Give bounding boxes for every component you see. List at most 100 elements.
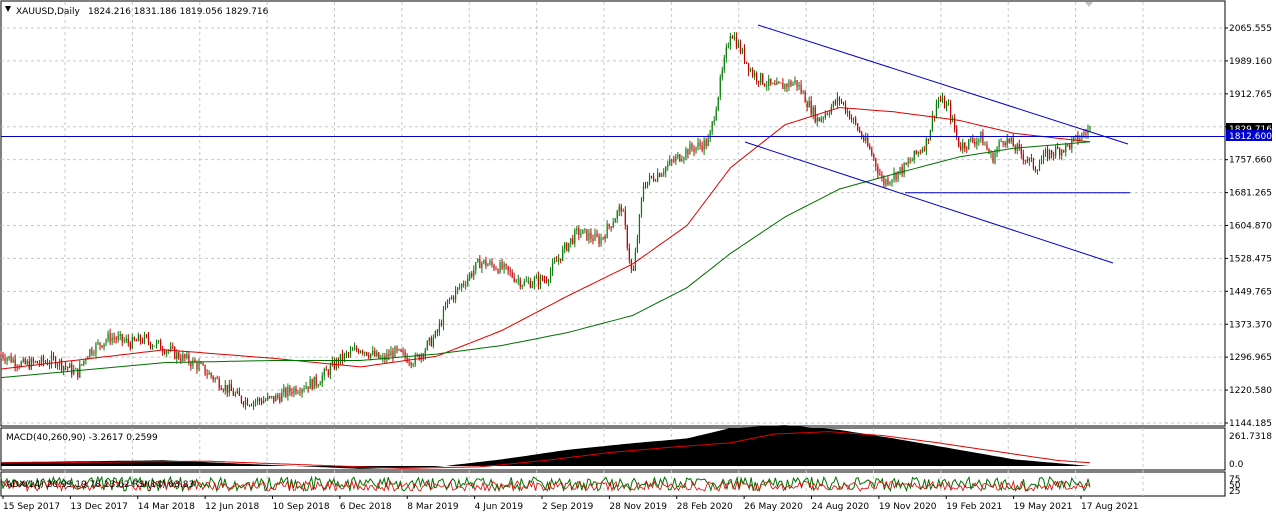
- candle-body: [370, 353, 372, 358]
- x-tick-label: 12 Jun 2018: [205, 502, 259, 512]
- candle-body: [210, 372, 212, 377]
- candle-body: [529, 280, 531, 288]
- candle-body: [378, 352, 380, 359]
- candle-body: [430, 337, 432, 347]
- candle-body: [319, 383, 321, 386]
- candle-body: [127, 338, 129, 344]
- candle-body: [358, 350, 360, 353]
- candle-body: [73, 369, 75, 375]
- candle-body: [497, 269, 499, 273]
- candle-body: [901, 167, 903, 175]
- candle-body: [612, 222, 614, 228]
- candle-body: [954, 117, 956, 130]
- candle-body: [222, 389, 224, 391]
- candle-body: [984, 144, 986, 146]
- candle-body: [796, 80, 798, 87]
- candle-body: [327, 370, 329, 376]
- candle-body: [588, 232, 590, 241]
- x-tick-label: 6 Dec 2018: [340, 502, 392, 512]
- y-tick-label: 1989.160: [1229, 57, 1272, 67]
- candle-body: [903, 163, 905, 175]
- candle-body: [50, 355, 53, 365]
- candle-body: [432, 337, 434, 347]
- candle-body: [244, 399, 247, 405]
- candle-body: [265, 399, 267, 401]
- candle-body: [406, 356, 408, 363]
- candle-body: [214, 378, 216, 380]
- candle-body: [671, 160, 673, 161]
- ma-fast-line[interactable]: [0, 106, 1091, 370]
- candle-body: [390, 351, 392, 357]
- shift-marker-icon[interactable]: [1085, 2, 1093, 7]
- candle-body: [580, 233, 582, 236]
- candle-body: [396, 346, 398, 351]
- candle-body: [271, 396, 273, 397]
- candle-body: [137, 335, 139, 342]
- candle-body: [717, 97, 719, 110]
- candle-body: [539, 276, 542, 286]
- candle-body: [408, 362, 410, 364]
- moving-averages: [0, 106, 1091, 379]
- lower-trendline[interactable]: [744, 141, 1114, 264]
- y-tick-label: 1449.765: [1229, 287, 1272, 297]
- candle-body: [1032, 158, 1035, 169]
- candle-body: [113, 337, 115, 339]
- upper-trendline[interactable]: [757, 24, 1129, 145]
- candles: [0, 32, 1091, 411]
- candle-body: [28, 360, 30, 369]
- candle-body: [1036, 170, 1039, 172]
- candle-body: [1000, 141, 1002, 143]
- candle-body: [745, 61, 748, 64]
- candle-body: [634, 251, 637, 271]
- candle-body: [14, 359, 16, 367]
- macd-bars: [1, 425, 1090, 469]
- candle-body: [402, 351, 404, 353]
- candle-body: [636, 238, 639, 252]
- candle-body: [836, 97, 839, 104]
- ma-slow-line[interactable]: [0, 141, 1091, 379]
- candle-body: [867, 137, 869, 146]
- candle-body: [285, 388, 287, 397]
- candle-body: [604, 237, 606, 239]
- candle-body: [364, 352, 366, 353]
- candle-body: [1020, 147, 1022, 155]
- candle-body: [194, 359, 196, 363]
- candle-body: [1046, 149, 1049, 159]
- candle-body: [38, 363, 40, 365]
- candle-body: [277, 395, 279, 397]
- candle-body: [846, 111, 849, 113]
- y-tick-label: 2065.555: [1229, 24, 1272, 34]
- candle-body: [307, 386, 309, 389]
- candle-body: [475, 262, 477, 271]
- candle-body: [614, 218, 616, 223]
- candle-body: [691, 144, 693, 149]
- candle-body: [586, 229, 588, 241]
- candle-body: [747, 63, 750, 72]
- candle-body: [1024, 160, 1026, 161]
- candle-body: [202, 363, 204, 365]
- candle-body: [315, 376, 317, 386]
- candle-body: [790, 81, 792, 86]
- candle-body: [655, 180, 657, 182]
- macd-label: MACD(40,260,90) -3.2617 0.2599: [6, 433, 158, 443]
- candle-body: [317, 385, 319, 386]
- collapse-triangle-icon[interactable]: [5, 6, 11, 12]
- candle-body: [760, 73, 762, 83]
- candle-body: [242, 402, 245, 405]
- y-tick-label: 1604.870: [1229, 222, 1272, 232]
- macd-axis-top: 261.7318: [1229, 432, 1272, 442]
- candle-body: [949, 103, 952, 120]
- candle-body: [368, 355, 370, 358]
- candle-body: [481, 262, 483, 269]
- candle-body: [52, 355, 55, 358]
- candle-body: [355, 347, 358, 351]
- candle-body: [168, 350, 170, 352]
- candle-body: [778, 81, 780, 83]
- candle-body: [802, 92, 804, 93]
- candle-body: [291, 391, 293, 394]
- candle-body: [596, 233, 598, 237]
- candle-body: [125, 338, 127, 341]
- y-tick-label: 1220.580: [1229, 386, 1272, 396]
- candle-body: [582, 229, 584, 234]
